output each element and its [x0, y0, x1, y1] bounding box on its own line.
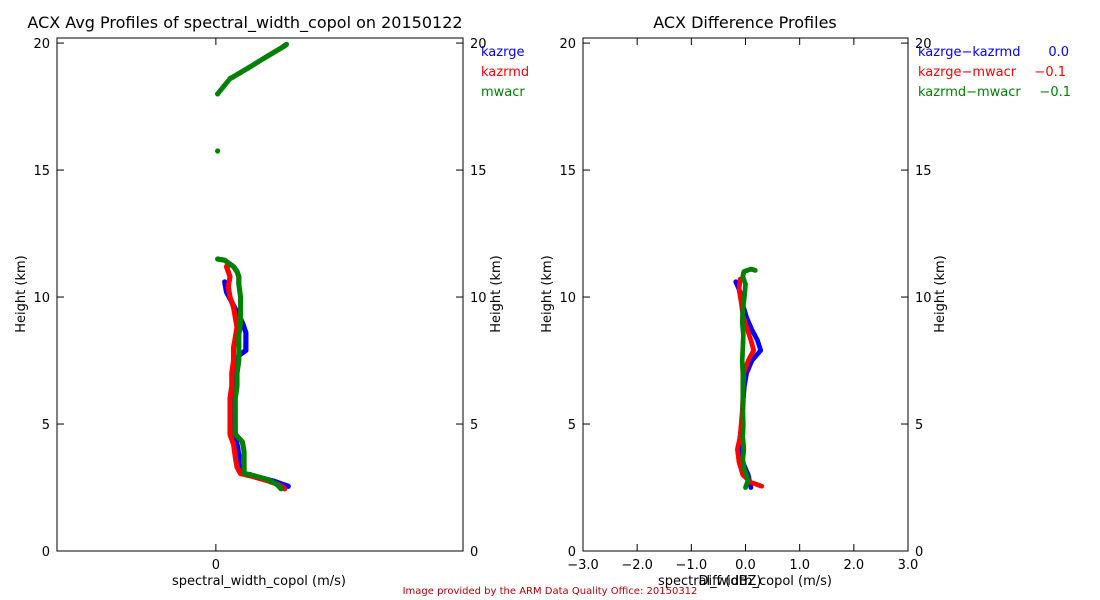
right-y-axis: 0 0 5 5 10 10 15 15 20 20 [559, 37, 931, 560]
left-panel: ACX Avg Profiles of spectral_width_copol… [14, 13, 529, 589]
right-ytick-label: 5 [568, 418, 576, 433]
right-xtick-label: 3.0 [898, 558, 919, 573]
right-data-point [733, 279, 739, 285]
left-data-point [283, 41, 290, 47]
right-legend-value-2: −0.1 [1034, 65, 1066, 80]
right-xtick-label: 1.0 [789, 558, 810, 573]
credit-text: Image provided by the ARM Data Quality O… [402, 586, 698, 597]
right-ytick-label-right: 0 [915, 545, 923, 560]
left-data-point [215, 256, 221, 262]
right-legend-label-1: kazrge−kazrmd [918, 45, 1020, 60]
right-x-axis: −3.0 −2.0 −1.0 0.0 1.0 2.0 3.0 [567, 38, 918, 573]
right-xtick-label: −3.0 [567, 558, 599, 573]
left-chart-title: ACX Avg Profiles of spectral_width_copol… [27, 13, 462, 33]
left-data-point [215, 148, 221, 154]
left-plot-frame [56, 37, 464, 552]
left-ytick-label-right: 0 [470, 545, 478, 560]
right-ytick-label: 20 [559, 37, 576, 52]
left-ytick-label: 0 [42, 545, 50, 560]
left-ytick-label-right: 20 [470, 37, 487, 52]
right-xtick-label: 0.0 [735, 558, 756, 573]
right-y-axis-label: Height (km) [540, 255, 555, 332]
right-legend: kazrge−kazrmd 0.0 kazrge−mwacr −0.1 kazr… [918, 45, 1071, 100]
left-data-point [222, 279, 228, 285]
left-ytick-label: 15 [33, 164, 50, 179]
left-ytick-label-right: 5 [470, 418, 478, 433]
right-xtick-label: −1.0 [676, 558, 708, 573]
left-data-points [215, 41, 291, 492]
left-ytick-label: 20 [33, 37, 50, 52]
right-legend-label-2: kazrge−mwacr [918, 65, 1017, 80]
right-ytick-label-right: 15 [915, 164, 932, 179]
right-ytick-label-right: 20 [915, 37, 932, 52]
right-ytick-label-right: 10 [915, 291, 932, 306]
left-y-axis: 0 0 5 5 10 10 15 15 20 20 [33, 37, 486, 560]
left-y-axis-label: Height (km) [14, 255, 29, 332]
right-xtick-label: −2.0 [621, 558, 653, 573]
right-chart-title: ACX Difference Profiles [653, 13, 837, 32]
right-ytick-label: 0 [568, 545, 576, 560]
left-ytick-label: 10 [33, 291, 50, 306]
left-x-axis: 0 [212, 38, 220, 573]
right-data-point [752, 267, 758, 273]
right-x-axis-overlay-label: Diff (dBZ) [699, 574, 762, 589]
right-legend-value-1: 0.0 [1048, 45, 1069, 60]
right-right-y-axis-label: Height (km) [933, 255, 948, 332]
left-x-axis-label: spectral_width_copol (m/s) [172, 574, 346, 589]
left-legend-kazrge: kazrge [481, 45, 524, 60]
right-legend-label-3: kazrmd−mwacr [918, 85, 1021, 100]
left-xtick-label: 0 [212, 558, 220, 573]
left-legend-mwacr: mwacr [481, 85, 525, 100]
right-ytick-label: 15 [559, 164, 576, 179]
left-ytick-label-right: 10 [470, 291, 487, 306]
left-ytick-label: 5 [42, 418, 50, 433]
right-ytick-label-right: 5 [915, 418, 923, 433]
right-x-axis-label: spectral_width_copol (m/s) [658, 574, 832, 589]
left-legend-kazrmd: kazrmd [481, 65, 529, 80]
right-xtick-label: 2.0 [843, 558, 864, 573]
right-ytick-label: 10 [559, 291, 576, 306]
right-panel: ACX Difference Profiles 0 0 5 5 10 10 15 15 20 20… [540, 13, 1071, 589]
right-data-points [733, 266, 765, 490]
left-right-y-axis-label: Height (km) [489, 255, 504, 332]
right-legend-value-3: −0.1 [1039, 85, 1071, 100]
left-ytick-label-right: 15 [470, 164, 487, 179]
